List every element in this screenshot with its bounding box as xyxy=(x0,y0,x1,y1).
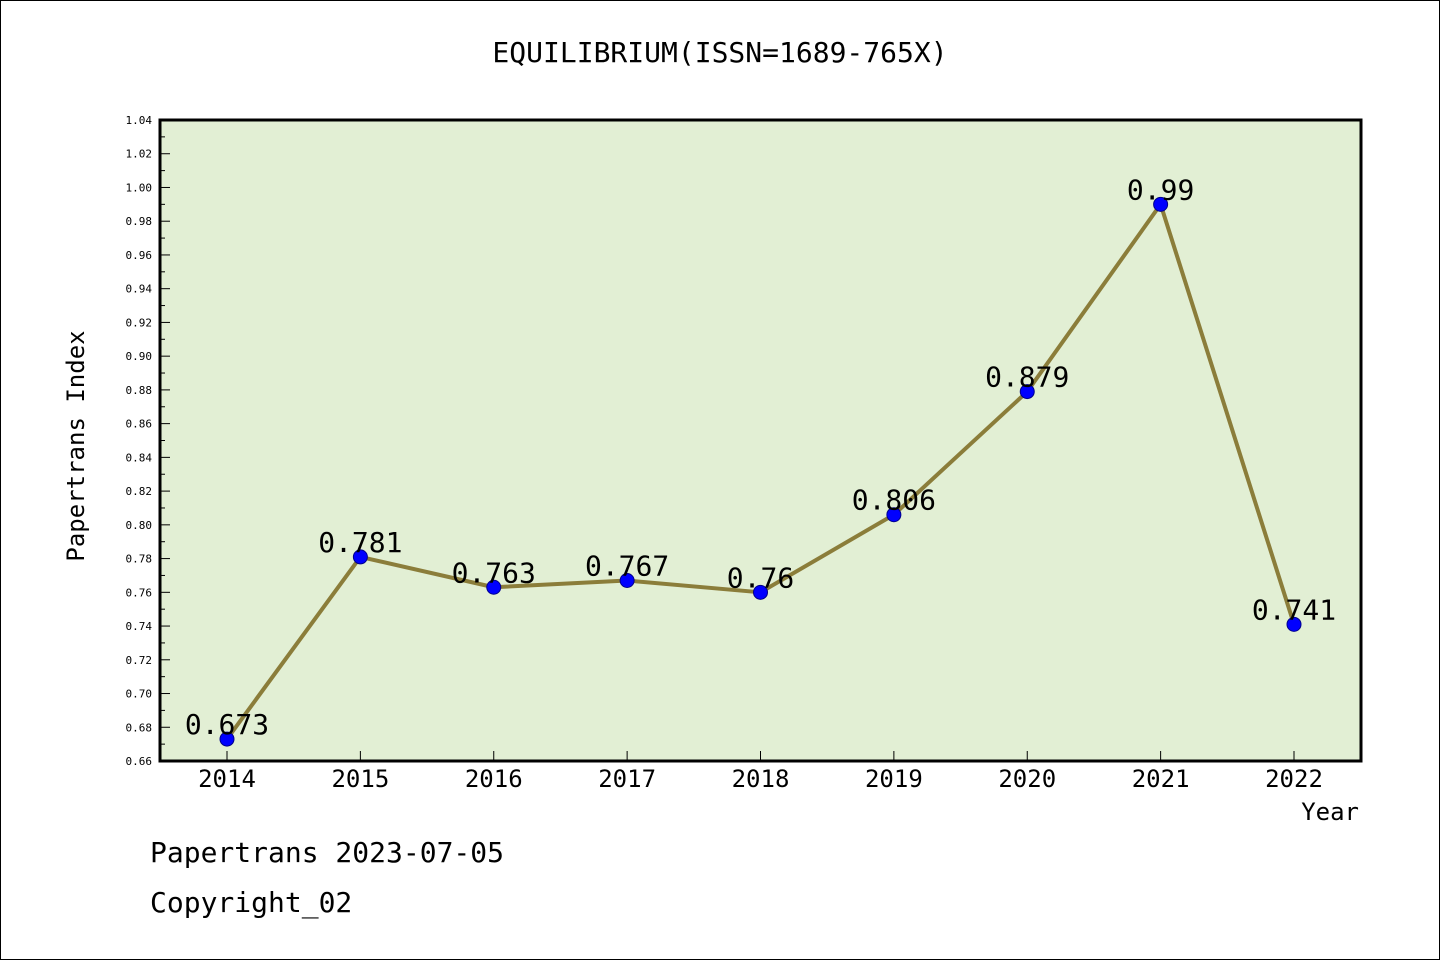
y-tick-label: 1.00 xyxy=(126,181,153,194)
x-tick-label: 2015 xyxy=(331,765,389,793)
y-tick-label: 0.96 xyxy=(126,249,153,262)
x-tick-label: 2014 xyxy=(198,765,256,793)
y-tick-label: 0.68 xyxy=(126,721,153,734)
data-point xyxy=(886,507,902,523)
data-labels: 0.673 0.781 0.763 0.767 0.76 0.806 0.879 0.99 0.… xyxy=(185,173,1336,741)
data-point xyxy=(1286,616,1302,632)
footer-copyright: Copyright_02 xyxy=(150,886,353,919)
x-tick-label: 2017 xyxy=(598,765,656,793)
data-label: 0.76 xyxy=(727,561,794,594)
data-point xyxy=(486,579,502,595)
data-label: 0.673 xyxy=(185,708,269,741)
y-tick-label: 0.92 xyxy=(126,316,153,329)
data-label: 0.741 xyxy=(1252,593,1336,626)
data-label: 0.99 xyxy=(1127,173,1194,206)
footer-date: Papertrans 2023-07-05 xyxy=(150,836,505,869)
x-tick-label: 2020 xyxy=(998,765,1056,793)
y-tick-label: 1.04 xyxy=(126,114,153,127)
y-tick-label: 0.90 xyxy=(126,350,153,363)
y-axis-ticks: 0.66 0.68 0.70 0.72 0.74 0.76 0.78 0.80 0.82 0.84… xyxy=(126,114,170,768)
data-point xyxy=(219,731,235,747)
x-tick-label: 2018 xyxy=(732,765,790,793)
x-axis-label: Year xyxy=(1301,798,1359,826)
data-point xyxy=(753,584,768,600)
y-tick-label: 0.74 xyxy=(126,620,153,633)
x-tick-label: 2022 xyxy=(1265,765,1323,793)
plot-border xyxy=(158,118,1363,763)
data-label: 0.763 xyxy=(452,556,536,589)
chart-title: EQUILIBRIUM(ISSN=1689-765X) xyxy=(492,36,948,69)
x-tick-label: 2021 xyxy=(1132,765,1190,793)
y-tick-label: 0.80 xyxy=(126,519,153,532)
data-points xyxy=(219,196,1302,747)
y-tick-label: 0.66 xyxy=(126,755,153,768)
data-point xyxy=(619,573,635,589)
y-tick-label: 0.94 xyxy=(126,283,153,296)
x-tick-label: 2019 xyxy=(865,765,923,793)
plot-area xyxy=(160,120,1361,761)
y-tick-label: 0.78 xyxy=(126,553,153,566)
y-tick-label: 0.98 xyxy=(126,215,153,228)
y-tick-label: 0.86 xyxy=(126,418,153,431)
data-label: 0.767 xyxy=(585,550,669,583)
y-tick-label: 0.72 xyxy=(126,654,153,667)
data-label: 0.806 xyxy=(852,484,936,517)
y-axis-label: Papertrans Index xyxy=(62,330,90,561)
data-point xyxy=(1153,196,1169,212)
y-tick-label: 1.02 xyxy=(126,148,153,161)
y-tick-label: 0.88 xyxy=(126,384,153,397)
data-label: 0.781 xyxy=(318,526,402,559)
y-tick-label: 0.70 xyxy=(126,688,153,701)
data-point xyxy=(1019,384,1035,400)
y-tick-label: 0.76 xyxy=(126,586,153,599)
data-label: 0.879 xyxy=(985,361,1069,394)
x-tick-label: 2016 xyxy=(465,765,523,793)
data-point xyxy=(352,549,368,565)
x-axis-ticks: 2014 2015 2016 2017 2018 2019 2020 2021 2022 xyxy=(198,751,1323,793)
y-tick-label: 0.82 xyxy=(126,485,153,498)
y-tick-label: 0.84 xyxy=(126,451,153,464)
